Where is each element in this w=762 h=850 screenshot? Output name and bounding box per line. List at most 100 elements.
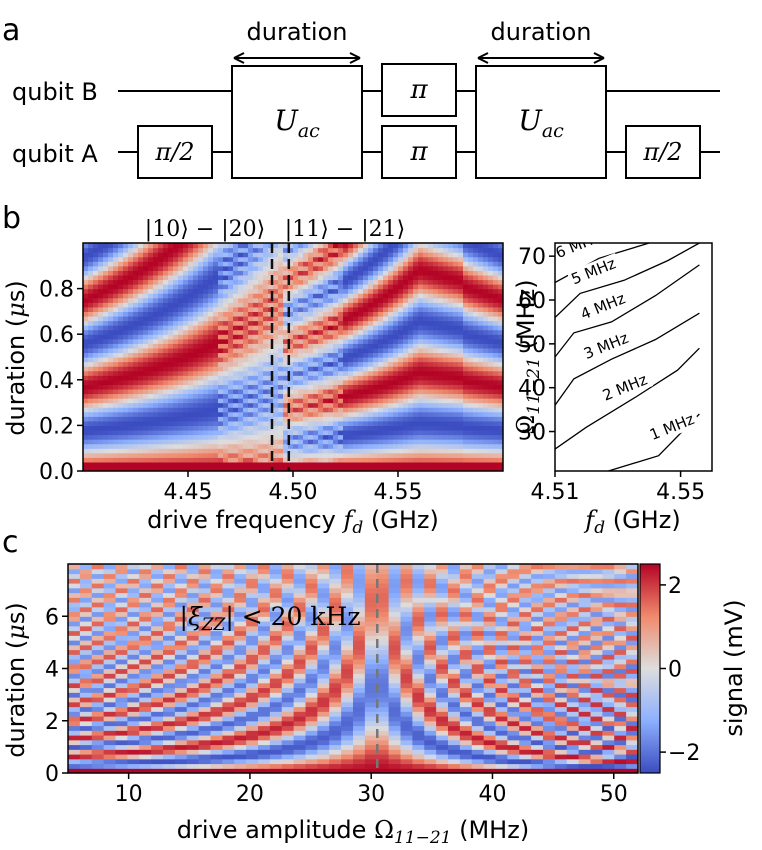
heatmap-cell <box>338 466 344 471</box>
heatmap-cell <box>438 343 444 349</box>
heatmap-cell <box>198 654 212 660</box>
heatmap-cell <box>228 270 234 276</box>
heatmap-cell <box>98 361 104 367</box>
heatmap-cell <box>428 370 434 376</box>
heatmap-cell <box>473 306 479 312</box>
heatmap-cell <box>233 297 239 303</box>
heatmap-cell <box>258 306 264 312</box>
heatmap-cell <box>173 334 179 340</box>
heatmap-cell <box>115 697 128 703</box>
heatmap-cell <box>298 347 304 354</box>
heatmap-cell <box>298 420 304 426</box>
heatmap-cell <box>298 284 304 290</box>
heatmap-cell <box>303 329 309 335</box>
heatmap-cell <box>428 334 434 340</box>
heatmap-cell <box>418 402 424 408</box>
heatmap-cell <box>223 338 229 344</box>
heatmap-cell <box>218 347 224 354</box>
heatmap-cell <box>393 461 399 468</box>
heatmap-cell <box>273 284 279 290</box>
heatmap-cell <box>483 293 489 299</box>
axes-b: 4.45 4.50 4.550.00.20.40.60.8 <box>39 278 422 505</box>
heatmap-cell <box>458 420 464 426</box>
heatmap-cell <box>398 439 404 445</box>
heatmap-cell <box>483 338 489 344</box>
heatmap-cell <box>488 402 494 408</box>
heatmap-cell <box>403 388 409 395</box>
heatmap-cell <box>151 706 164 712</box>
heatmap-cell <box>223 407 229 413</box>
heatmap-cell <box>408 247 414 253</box>
heatmap-cell <box>313 247 319 253</box>
heatmap-cell <box>328 457 334 463</box>
heatmap-cell <box>463 302 469 308</box>
heatmap-cell <box>91 625 105 632</box>
heatmap-cell <box>303 274 309 281</box>
heatmap-cell <box>174 573 188 579</box>
heatmap-cell <box>343 347 349 354</box>
heatmap-cell <box>363 411 369 417</box>
heatmap-cell <box>103 252 109 258</box>
heatmap-cell <box>128 252 134 258</box>
heatmap-cell <box>418 357 424 363</box>
heatmap-cell <box>115 692 128 698</box>
heatmap-cell <box>153 429 159 436</box>
heatmap-cell <box>498 352 503 358</box>
heatmap-cell <box>328 357 334 363</box>
heatmap-cell <box>186 564 200 570</box>
heatmap-cell <box>363 270 369 276</box>
heatmap-cell <box>463 411 469 417</box>
heatmap-cell <box>498 243 503 249</box>
heatmap-cell <box>233 338 239 344</box>
heatmap-cell <box>423 398 429 404</box>
heatmap-cell <box>186 625 200 632</box>
heatmap-cell <box>363 370 369 376</box>
heatmap-cell <box>303 420 309 426</box>
heatmap-cell <box>358 461 364 468</box>
heatmap-cell <box>248 338 254 344</box>
heatmap-cell <box>186 744 200 750</box>
heatmap-cell <box>403 302 409 308</box>
heatmap-cell <box>373 293 379 299</box>
heatmap-cell <box>398 398 404 404</box>
heatmap-cell <box>458 256 464 262</box>
heatmap-cell <box>253 434 259 440</box>
heatmap-cell <box>203 457 209 463</box>
heatmap-cell <box>433 439 439 445</box>
heatmap-cell <box>318 448 324 454</box>
heatmap-cell <box>123 252 129 258</box>
heatmap-cell <box>168 243 174 249</box>
heatmap-cell <box>133 352 139 358</box>
heatmap-cell <box>383 274 389 281</box>
heatmap-cell <box>98 343 104 349</box>
heatmap-cell <box>333 334 339 340</box>
heatmap-cell <box>363 252 369 258</box>
heatmap-cell <box>328 429 334 436</box>
heatmap-cell <box>222 578 235 584</box>
heatmap-cell <box>143 256 149 262</box>
heatmap-cell <box>223 434 229 440</box>
heatmap-cell <box>228 352 234 358</box>
heatmap-cell <box>263 434 269 440</box>
heatmap-cell <box>228 334 234 340</box>
heatmap-cell <box>68 720 81 727</box>
heatmap-cell <box>258 439 264 445</box>
heatmap-cell <box>443 366 449 372</box>
heatmap-cell <box>186 701 200 708</box>
heatmap-cell <box>133 252 139 258</box>
heatmap-cell <box>138 434 144 440</box>
heatmap-cell <box>158 384 164 390</box>
heatmap-cell <box>222 730 235 736</box>
heatmap-cell <box>83 434 89 440</box>
heatmap-cell <box>333 311 339 317</box>
heatmap-cell <box>483 461 489 468</box>
heatmap-cell <box>148 243 154 249</box>
heatmap-cell <box>413 411 419 417</box>
heatmap-cell <box>186 568 200 575</box>
heatmap-cell <box>246 564 259 570</box>
heatmap-cell <box>403 448 409 454</box>
heatmap-cell <box>413 466 419 471</box>
heatmap-cell <box>148 265 154 271</box>
heatmap-cell <box>178 243 184 249</box>
heatmap-cell <box>83 407 89 413</box>
